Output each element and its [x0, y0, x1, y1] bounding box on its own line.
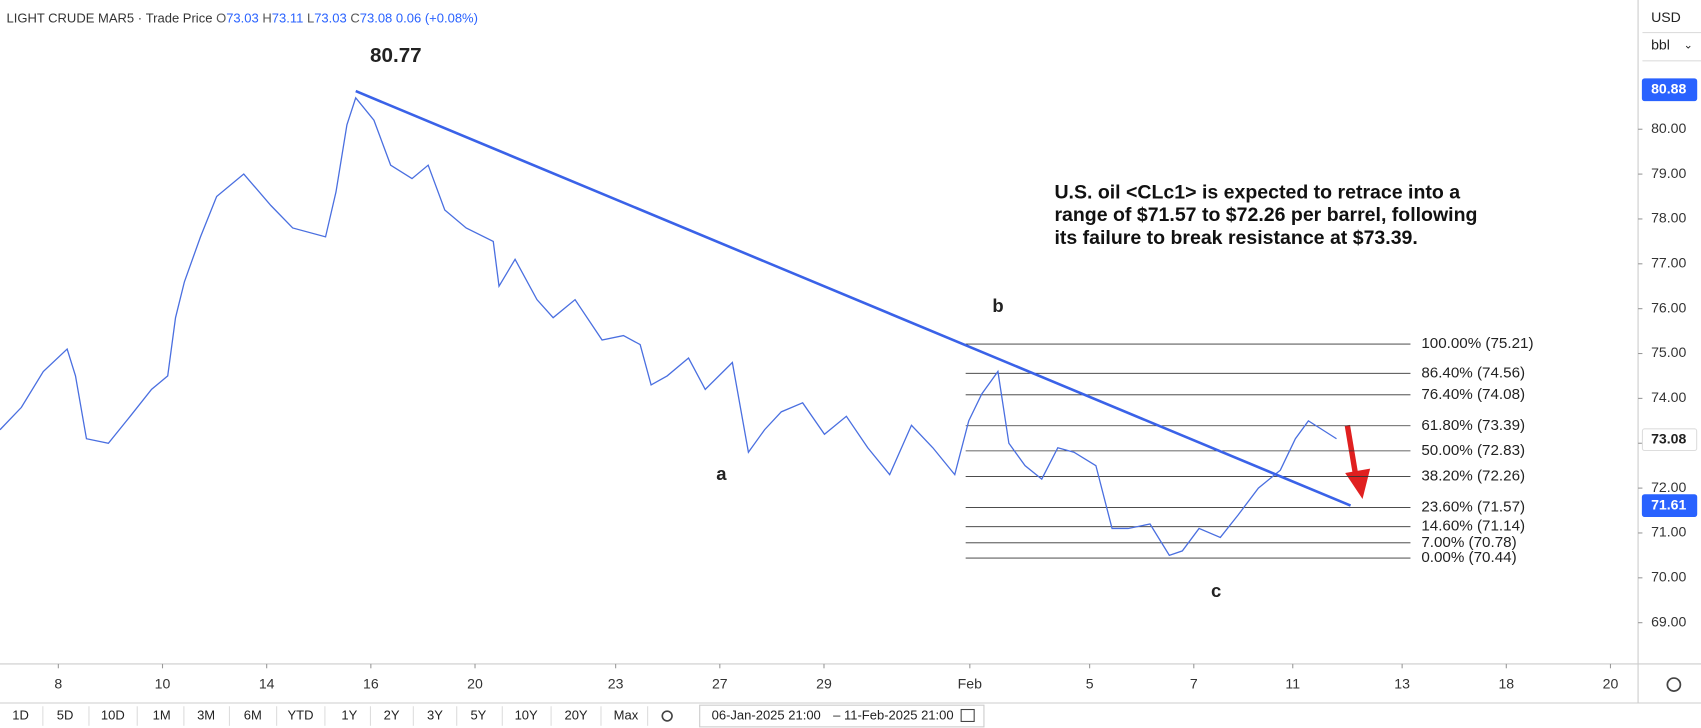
ohlc-key: L [307, 11, 314, 26]
range-button[interactable]: Max [614, 707, 639, 722]
y-tick-label: 69.00 [1651, 613, 1686, 629]
currency-select[interactable] [1642, 4, 1697, 31]
price-badge-label: 73.08 [1651, 430, 1686, 446]
ohlc-value: 73.03 [314, 11, 347, 26]
trendline [355, 89, 1352, 507]
y-tick-label: 74.00 [1651, 389, 1686, 405]
price-badge [1641, 428, 1698, 452]
price-badge-label: 80.88 [1651, 80, 1686, 96]
x-tick-label: 20 [467, 675, 483, 691]
x-tick-label: 14 [259, 675, 275, 691]
range-button[interactable]: 5Y [470, 707, 486, 722]
annotation-line: U.S. oil <CLc1> is expected to retrace i… [1054, 181, 1460, 203]
x-tick-label: Feb [958, 675, 982, 691]
x-tick-label: 13 [1394, 675, 1410, 691]
range-button[interactable]: 5D [57, 707, 74, 722]
range-button[interactable]: 1Y [341, 707, 357, 722]
annotation-line: range of $71.57 to $72.26 per barrel, fo… [1054, 204, 1477, 226]
ohlc-value: 73.03 [226, 11, 259, 26]
ohlc-key: H [262, 11, 271, 26]
range-button[interactable]: 1M [153, 707, 171, 722]
header-text: LIGHT CRUDE MAR5 · Trade Price O73.03 H7… [7, 11, 478, 26]
range-button[interactable]: 10Y [515, 707, 538, 722]
x-tick-label: 11 [1285, 675, 1300, 691]
fib-label: 23.60% (71.57) [1421, 498, 1525, 515]
y-tick-label: 80.00 [1651, 120, 1686, 136]
unit[interactable]: bbl [1651, 36, 1670, 52]
symbol: LIGHT CRUDE MAR5 [7, 11, 135, 26]
wave-label: c [1211, 580, 1221, 601]
fib-label: 14.60% (71.14) [1421, 518, 1525, 535]
fib-label: 50.00% (72.83) [1421, 442, 1525, 459]
y-tick-label: 71.00 [1651, 524, 1686, 540]
range-button[interactable]: YTD [287, 707, 313, 722]
separator: · [138, 11, 142, 26]
range-button[interactable]: 10D [101, 707, 125, 722]
y-tick-label: 78.00 [1651, 210, 1686, 226]
range-settings-icon[interactable] [661, 710, 673, 722]
range-button[interactable]: 2Y [384, 707, 400, 722]
range-button[interactable]: 6M [244, 707, 262, 722]
arrow-shaft [1344, 424, 1359, 478]
ohlc-key: C [350, 11, 359, 26]
range-button[interactable]: 20Y [564, 707, 587, 722]
fib-label: 100.00% (75.21) [1421, 335, 1533, 352]
settings-icon[interactable] [1666, 677, 1682, 692]
annotation-line: its failure to break resistance at $73.3… [1054, 227, 1417, 249]
x-tick-label: 18 [1498, 675, 1514, 691]
price-badge [1641, 78, 1698, 102]
range-button[interactable]: 3Y [427, 707, 443, 722]
fib-label: 0.00% (70.44) [1421, 549, 1516, 566]
ohlc-key: O [216, 11, 226, 26]
price-badge-label: 71.61 [1651, 496, 1686, 512]
y-tick-label: 77.00 [1651, 255, 1686, 271]
fib-label: 38.20% (72.26) [1421, 467, 1525, 484]
x-tick-label: 7 [1190, 675, 1198, 691]
fib-label: 61.80% (73.39) [1421, 417, 1525, 434]
date-to[interactable]: 11-Feb-2025 21:00 [844, 707, 954, 722]
y-tick-label: 75.00 [1651, 344, 1686, 360]
x-tick-label: 16 [363, 675, 379, 691]
range-button[interactable]: 1D [12, 707, 29, 722]
date-range-box[interactable] [699, 704, 985, 728]
y-tick-label: 72.00 [1651, 479, 1686, 495]
change: 0.06 (+0.08%) [396, 11, 478, 26]
x-tick-label: 8 [54, 675, 62, 691]
calendar-icon[interactable] [960, 708, 975, 722]
fib-label: 7.00% (70.78) [1421, 534, 1516, 551]
ohlc-value: 73.08 [360, 11, 393, 26]
date-from[interactable]: 06-Jan-2025 21:00 [712, 707, 821, 722]
x-tick-label: 23 [608, 675, 624, 691]
currency[interactable]: USD [1651, 9, 1681, 25]
x-tick-label: 27 [712, 675, 728, 691]
x-tick-label: 5 [1086, 675, 1094, 691]
header: LIGHT CRUDE MAR5 · Trade Price O73.03 H7… [7, 11, 478, 26]
range-button[interactable]: 3M [197, 707, 215, 722]
x-tick-label: 20 [1603, 675, 1619, 691]
wave-label: b [992, 295, 1003, 316]
price-type: Trade Price [146, 11, 213, 26]
x-tick-label: 10 [155, 675, 171, 691]
ohlc-value: 73.11 [272, 11, 304, 26]
wave-label: 80.77 [370, 44, 422, 67]
y-tick-label: 76.00 [1651, 299, 1686, 315]
fib-label: 76.40% (74.08) [1421, 386, 1525, 403]
date-dash: – [833, 707, 841, 722]
wave-label: a [716, 463, 727, 484]
price-line [0, 96, 1337, 557]
fib-label: 86.40% (74.56) [1421, 364, 1525, 381]
unit-caret: ⌄ [1684, 39, 1693, 51]
y-tick-label: 79.00 [1651, 165, 1686, 181]
y-tick-label: 70.00 [1651, 569, 1686, 585]
price-badge [1641, 494, 1698, 517]
x-tick-label: 29 [816, 675, 832, 691]
